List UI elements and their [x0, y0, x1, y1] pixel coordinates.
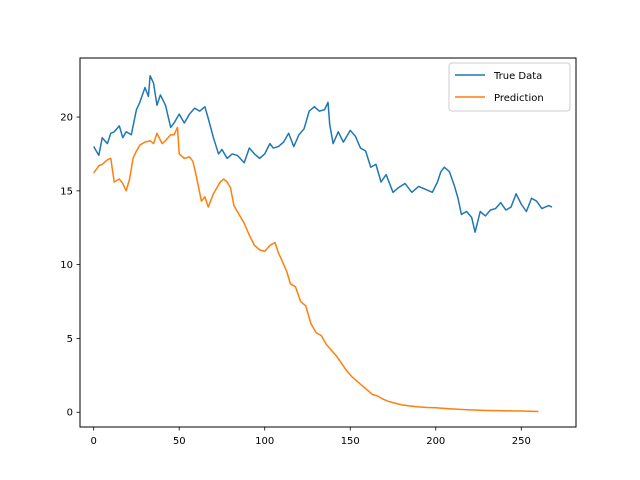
x-tick-label: 100 [255, 436, 274, 447]
legend-label-prediction: Prediction [494, 93, 544, 104]
x-axis-ticks: 0 50 100 150 200 250 [90, 427, 531, 447]
plot-frame [79, 57, 577, 428]
y-tick-label: 20 [60, 113, 73, 124]
series-line-prediction [93, 126, 539, 413]
x-tick-label: 250 [512, 436, 531, 447]
y-axis-ticks: 0 5 10 15 20 [60, 113, 80, 419]
series-lines [93, 74, 553, 413]
y-tick-label: 10 [60, 260, 73, 271]
x-tick-label: 200 [426, 436, 445, 447]
x-tick-label: 0 [90, 436, 96, 447]
legend: True Data Prediction [448, 62, 571, 112]
x-tick-label: 150 [341, 436, 360, 447]
y-tick-label: 0 [67, 408, 73, 419]
y-tick-label: 5 [67, 334, 73, 345]
y-tick-label: 15 [60, 186, 73, 197]
series-line-true-data [93, 74, 553, 233]
x-tick-label: 50 [173, 436, 186, 447]
legend-label-true-data: True Data [493, 71, 542, 82]
